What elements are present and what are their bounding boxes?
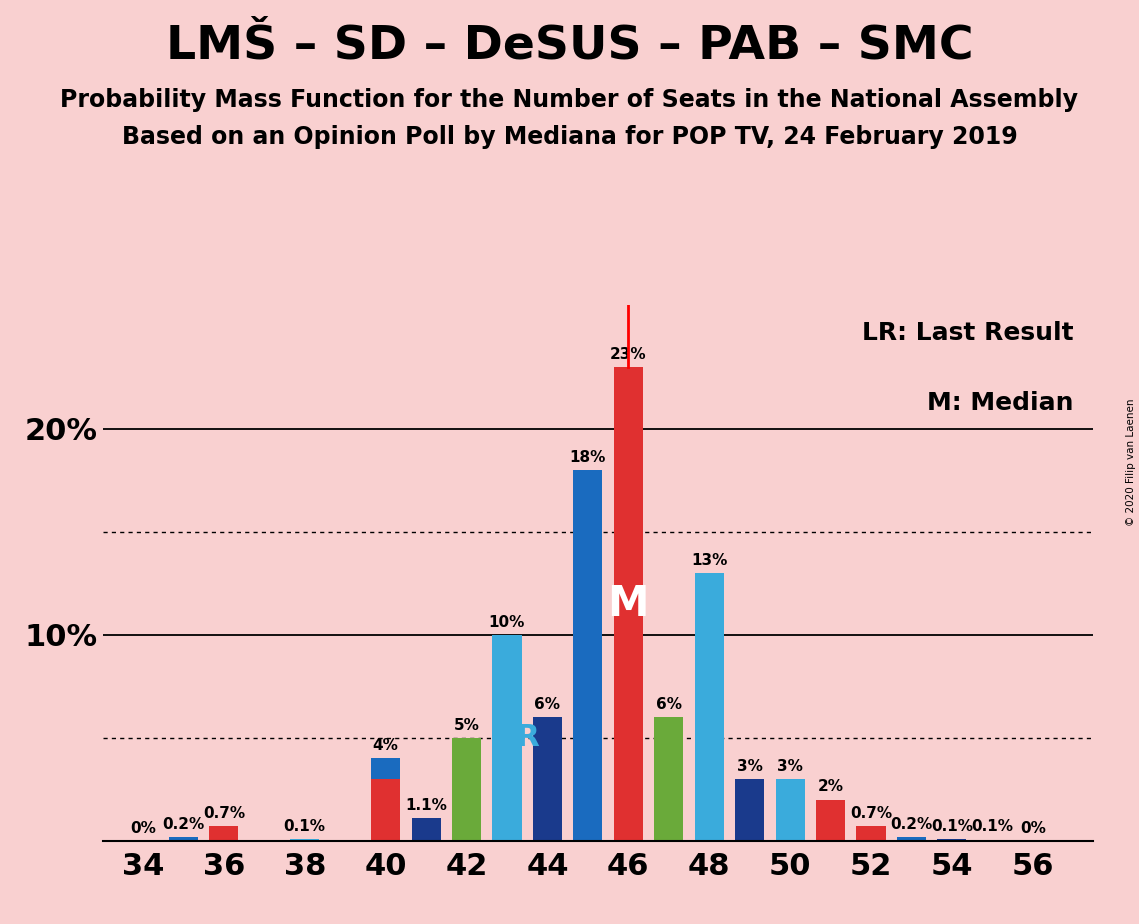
Text: LR: LR bbox=[498, 723, 541, 752]
Text: LR: Last Result: LR: Last Result bbox=[862, 321, 1074, 345]
Bar bbox=[210, 826, 238, 841]
Bar bbox=[857, 826, 885, 841]
Text: 3%: 3% bbox=[777, 759, 803, 774]
Text: 0.1%: 0.1% bbox=[284, 819, 326, 833]
Text: 23%: 23% bbox=[611, 346, 647, 361]
Bar bbox=[492, 635, 522, 841]
Text: 6%: 6% bbox=[656, 697, 682, 712]
Text: 2%: 2% bbox=[818, 780, 844, 795]
Text: 0.2%: 0.2% bbox=[162, 817, 205, 832]
Bar bbox=[776, 779, 804, 841]
Bar bbox=[695, 573, 723, 841]
Text: 0.7%: 0.7% bbox=[850, 807, 892, 821]
Text: 6%: 6% bbox=[534, 697, 560, 712]
Text: 18%: 18% bbox=[570, 450, 606, 465]
Bar bbox=[533, 717, 562, 841]
Text: 5%: 5% bbox=[453, 718, 480, 733]
Text: Based on an Opinion Poll by Mediana for POP TV, 24 February 2019: Based on an Opinion Poll by Mediana for … bbox=[122, 125, 1017, 149]
Bar bbox=[735, 779, 764, 841]
Bar bbox=[937, 839, 966, 841]
Bar bbox=[937, 839, 966, 841]
Text: 0.1%: 0.1% bbox=[972, 819, 1014, 833]
Bar bbox=[371, 779, 400, 841]
Text: 0%: 0% bbox=[130, 821, 156, 835]
Text: 0.7%: 0.7% bbox=[203, 807, 245, 821]
Bar bbox=[654, 717, 683, 841]
Bar bbox=[614, 367, 642, 841]
Bar bbox=[573, 469, 603, 841]
Bar bbox=[816, 799, 845, 841]
Text: 4%: 4% bbox=[372, 738, 399, 753]
Bar bbox=[896, 837, 926, 841]
Text: 3%: 3% bbox=[737, 759, 763, 774]
Text: 13%: 13% bbox=[691, 553, 728, 567]
Text: Probability Mass Function for the Number of Seats in the National Assembly: Probability Mass Function for the Number… bbox=[60, 88, 1079, 112]
Bar bbox=[776, 779, 804, 841]
Text: 0.2%: 0.2% bbox=[891, 817, 933, 832]
Text: 10%: 10% bbox=[489, 614, 525, 629]
Text: LMŠ – SD – DeSUS – PAB – SMC: LMŠ – SD – DeSUS – PAB – SMC bbox=[165, 23, 974, 68]
Text: 1.1%: 1.1% bbox=[405, 798, 446, 813]
Text: 0.1%: 0.1% bbox=[931, 819, 973, 833]
Bar bbox=[290, 839, 319, 841]
Bar bbox=[857, 826, 885, 841]
Text: M: Median: M: Median bbox=[927, 391, 1074, 415]
Bar bbox=[411, 818, 441, 841]
Text: © 2020 Filip van Laenen: © 2020 Filip van Laenen bbox=[1126, 398, 1136, 526]
Bar bbox=[371, 759, 400, 841]
Text: M: M bbox=[607, 583, 649, 625]
Bar bbox=[452, 737, 481, 841]
Bar bbox=[169, 837, 198, 841]
Text: 0%: 0% bbox=[1019, 821, 1046, 835]
